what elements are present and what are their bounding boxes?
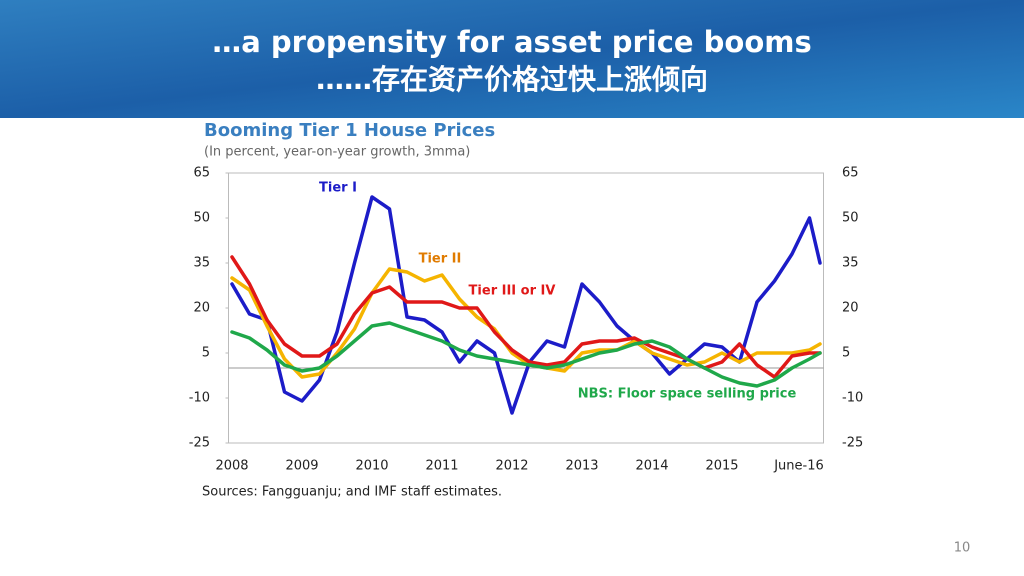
y2-tick-label: 65 [842,166,859,181]
y2-tick-label: 35 [842,256,859,271]
x-tick-label: 2010 [355,459,388,474]
slide-subtitle: ……存在资产价格过快上涨倾向 [316,63,708,96]
y-tick-label: 35 [193,256,210,271]
series-label: Tier III or IV [469,284,556,299]
y2-tick-label: 5 [842,346,850,361]
y-tick-label: -25 [189,436,210,451]
x-tick-label: 2008 [215,459,248,474]
y-tick-label: 50 [193,211,210,226]
plot-frame [228,172,824,444]
x-tick-label: 2011 [425,459,458,474]
x-tick-label: 2012 [495,459,528,474]
y2-tick-label: -25 [842,436,863,451]
y-tick-label: 65 [193,166,210,181]
x-tick-label: 2013 [565,459,598,474]
chart-subtitle: (In percent, year-on-year growth, 3mma) [204,145,470,160]
y2-tick-label: -10 [842,391,863,406]
series-line [230,255,822,379]
y2-tick-label: 20 [842,301,859,316]
y-tick-label: 20 [193,301,210,316]
x-tick-label: 2009 [285,459,318,474]
source-note: Sources: Fangguanju; and IMF staff estim… [202,485,502,500]
series-line [230,321,822,388]
y-tick-label: 5 [202,346,210,361]
page-number: 10 [954,541,971,556]
chart-title: Booming Tier 1 House Prices [204,120,495,141]
series-label: Tier I [319,181,357,196]
y2-tick-label: 50 [842,211,859,226]
y-tick-label: -10 [189,391,210,406]
x-tick-label: 2014 [635,459,668,474]
slide-title: …a propensity for asset price booms [212,25,811,59]
header-banner [0,0,1024,118]
x-tick-label: June-16 [773,459,824,474]
series-label: NBS: Floor space selling price [578,387,797,402]
series-label: Tier II [419,252,462,267]
x-tick-label: 2015 [705,459,738,474]
